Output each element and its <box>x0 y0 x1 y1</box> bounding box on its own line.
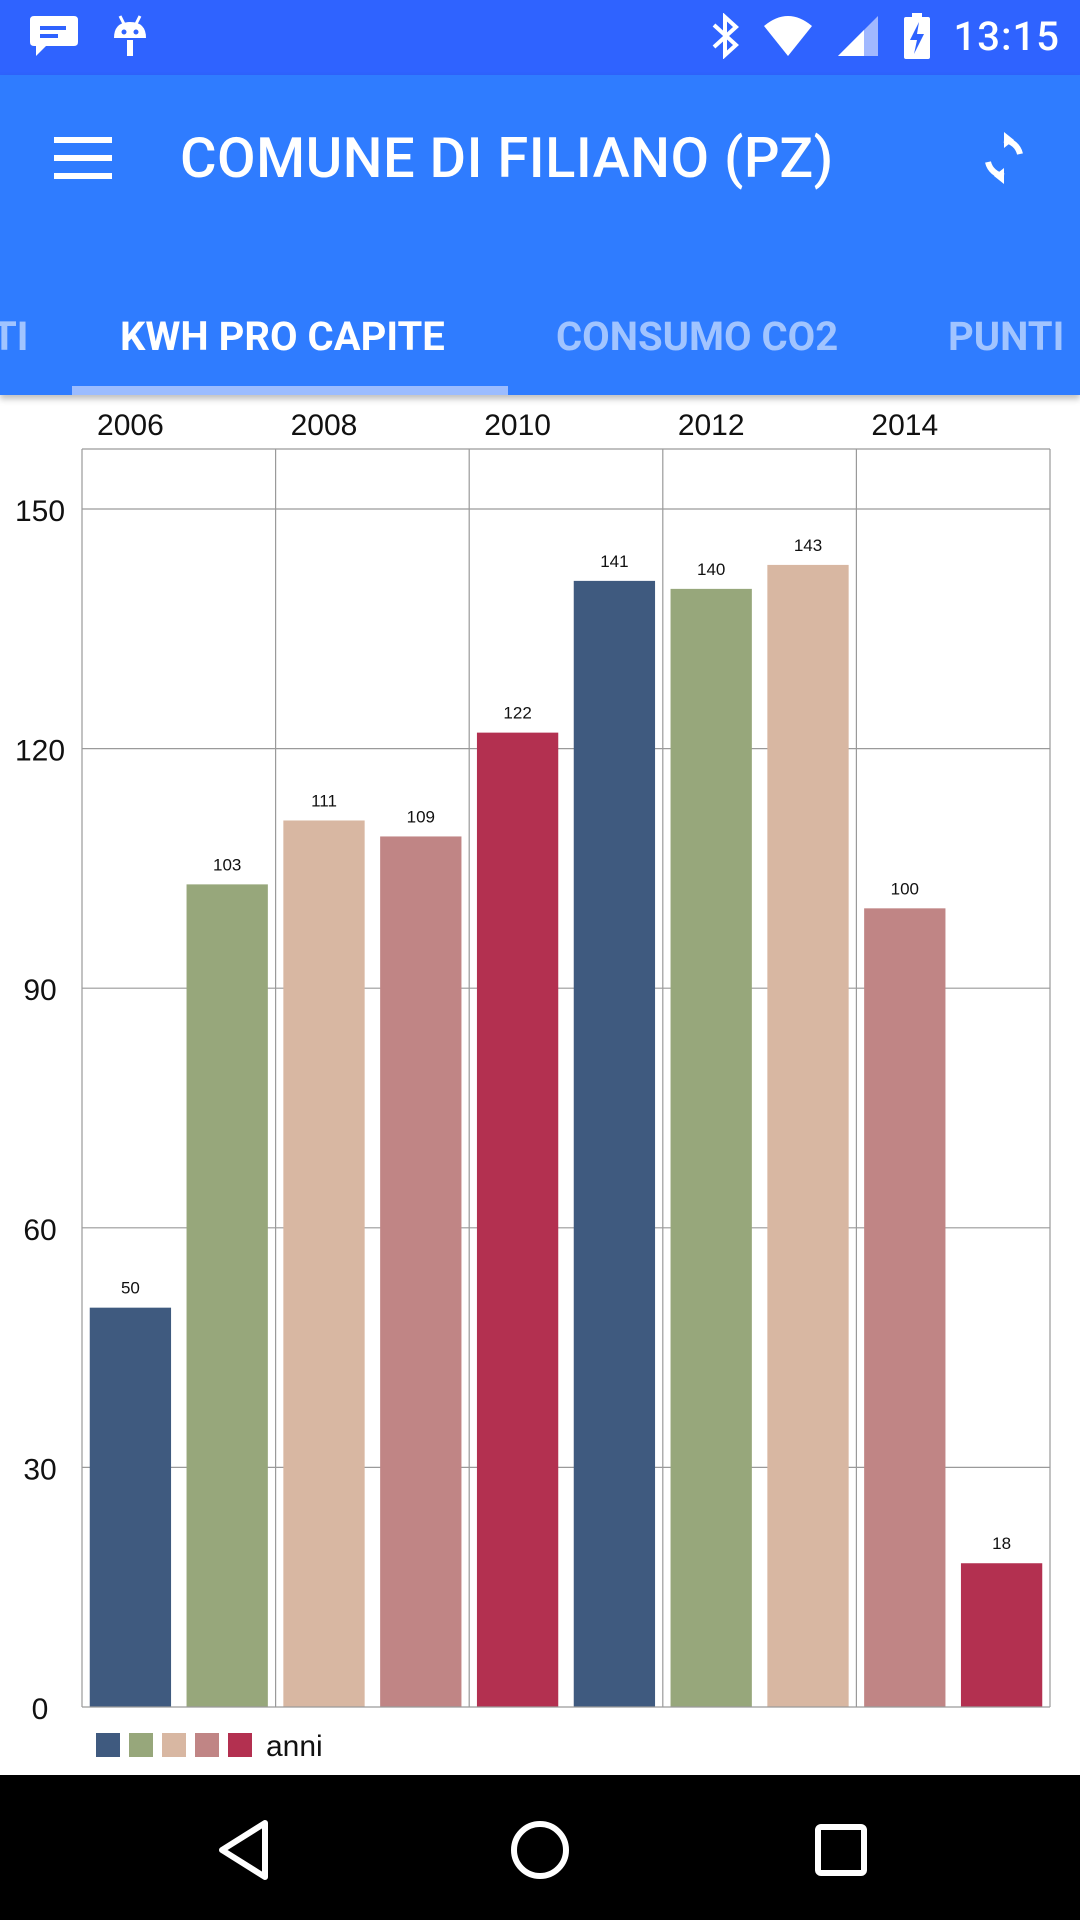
status-time: 13:15 <box>953 12 1060 60</box>
bar-value-label: 18 <box>992 1534 1011 1553</box>
chart-area: 0 30 60 90 120 150 2006 2008 2010 2012 2014 50 103 11… <box>0 395 1080 1775</box>
top-axis-label: 2014 <box>871 409 938 442</box>
cellular-icon <box>837 16 878 56</box>
menu-icon[interactable] <box>54 135 112 181</box>
bar-value-label: 141 <box>600 552 628 571</box>
bar-value-label: 111 <box>311 791 337 810</box>
legend-swatch <box>96 1733 120 1757</box>
bar <box>960 1563 1043 1707</box>
bar-value-label: 109 <box>407 807 435 826</box>
bar-value-label: 103 <box>213 855 241 874</box>
bar <box>186 884 268 1707</box>
tab-consumo-co2[interactable]: CONSUMO CO2 <box>556 313 839 360</box>
bar <box>573 580 656 1707</box>
bar-chart: 0 30 60 90 120 150 2006 2008 2010 2012 2014 50 103 11… <box>15 409 1051 1763</box>
battery-charging-icon <box>903 13 930 59</box>
app-bar: COMUNE DI FILIANO (PZ) TI KWH PRO CAPITE… <box>0 75 1080 395</box>
android-debug-icon <box>114 15 146 56</box>
tab-punti[interactable]: PUNTI <box>948 313 1065 360</box>
legend-swatch <box>228 1733 252 1757</box>
bar <box>89 1307 172 1707</box>
top-axis-label: 2012 <box>678 409 745 442</box>
nav-bar <box>0 1775 1080 1920</box>
tab-bar: TI KWH PRO CAPITE CONSUMO CO2 PUNTI <box>0 275 1080 395</box>
status-bar: 13:15 <box>0 0 1080 75</box>
home-icon[interactable] <box>505 1815 575 1885</box>
refresh-icon[interactable] <box>976 130 1032 186</box>
back-icon[interactable] <box>210 1815 280 1885</box>
legend-swatch <box>195 1733 219 1757</box>
message-icon <box>30 16 78 56</box>
y-tick-label: 60 <box>23 1214 56 1247</box>
y-tick-label: 90 <box>23 974 56 1007</box>
y-tick-label: 120 <box>15 735 65 768</box>
wifi-icon <box>763 16 812 56</box>
y-tick-label: 30 <box>23 1453 56 1486</box>
bar <box>864 908 946 1707</box>
legend-swatch <box>129 1733 153 1757</box>
top-axis-label: 2010 <box>484 409 551 442</box>
tab-kwh-pro-capite[interactable]: KWH PRO CAPITE <box>120 313 445 360</box>
legend-label: anni <box>266 1730 323 1763</box>
recents-icon[interactable] <box>806 1815 876 1885</box>
bar <box>767 564 849 1707</box>
tab-previous[interactable]: TI <box>0 313 29 360</box>
top-axis-label: 2006 <box>97 409 164 442</box>
tab-indicator <box>72 386 508 395</box>
bar <box>283 820 365 1707</box>
top-axis-label: 2008 <box>291 409 358 442</box>
legend-swatch <box>162 1733 186 1757</box>
bar <box>670 588 752 1707</box>
y-tick-label: 0 <box>32 1693 49 1726</box>
bar-value-label: 122 <box>503 704 531 723</box>
bar-value-label: 143 <box>794 536 822 555</box>
bar-value-label: 50 <box>121 1279 140 1298</box>
bluetooth-icon <box>712 13 739 59</box>
bar <box>476 732 559 1707</box>
bar-value-label: 100 <box>891 879 919 898</box>
y-tick-label: 150 <box>15 495 65 528</box>
bar-value-label: 140 <box>697 560 725 579</box>
bar <box>380 836 462 1707</box>
page-title: COMUNE DI FILIANO (PZ) <box>180 125 834 191</box>
